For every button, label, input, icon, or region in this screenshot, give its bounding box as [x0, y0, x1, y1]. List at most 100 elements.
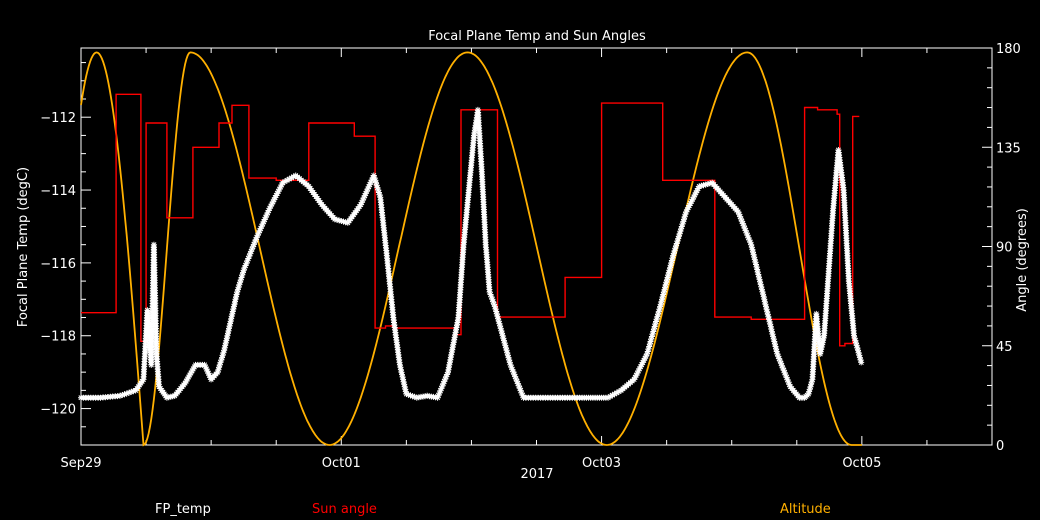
- fp-temp-point: [246, 253, 253, 260]
- fp-temp-point: [117, 392, 123, 399]
- fp-temp-point: [685, 204, 692, 211]
- fp-temp-point: [182, 380, 189, 387]
- fp-temp-point: [409, 393, 416, 400]
- fp-temp-point: [264, 209, 271, 216]
- fp-temp-point: [651, 326, 657, 332]
- fp-temp-point: [670, 252, 677, 259]
- fp-temp-point: [514, 380, 521, 387]
- fp-temp-point: [753, 264, 760, 270]
- y-right-tick-label: 0: [996, 439, 1004, 454]
- fp-temp-point: [775, 353, 782, 360]
- fp-temp-point: [259, 220, 266, 227]
- fp-temp-point: [242, 262, 249, 269]
- fp-temp-point: [655, 311, 662, 318]
- fp-temp-point: [243, 260, 250, 267]
- fp-temp-point: [741, 225, 748, 232]
- fp-temp-point: [183, 378, 190, 385]
- fp-temp-point: [261, 216, 268, 223]
- fp-temp-point: [233, 291, 240, 298]
- fp-temp-point: [691, 191, 698, 198]
- fp-temp-point: [357, 201, 364, 208]
- fp-temp-point: [634, 370, 641, 377]
- fp-temp-point: [399, 371, 405, 378]
- fp-temp-point: [639, 359, 646, 366]
- fp-temp-point: [121, 391, 128, 398]
- fp-temp-point: [857, 357, 864, 363]
- x-tick-label: Oct01: [322, 456, 361, 471]
- fp-temp-point: [751, 256, 758, 263]
- fp-temp-point: [808, 381, 815, 388]
- fp-temp-point: [684, 206, 691, 213]
- fp-temp-point: [661, 286, 668, 293]
- fp-temp-point: [605, 394, 612, 401]
- fp-temp-point: [657, 303, 664, 310]
- fp-temp-point: [272, 194, 279, 201]
- fp-temp-point: [683, 208, 690, 215]
- fp-temp-point: [241, 264, 248, 271]
- fp-temp-point: [290, 173, 297, 180]
- fp-temp-point: [519, 392, 526, 399]
- fp-temp-point: [237, 279, 244, 286]
- fp-temp-point: [781, 369, 788, 376]
- fp-temp-point: [119, 392, 126, 398]
- fp-temp-point: [638, 361, 645, 368]
- fp-temp-point: [236, 281, 243, 288]
- fp-temp-point: [680, 218, 687, 225]
- fp-temp-point: [737, 213, 744, 220]
- fp-temp-point: [367, 179, 374, 186]
- fp-temp-point: [853, 342, 860, 349]
- fp-temp-point: [234, 289, 241, 295]
- fp-temp-point: [770, 336, 777, 342]
- fp-temp-point: [755, 271, 762, 278]
- fp-temp-point: [286, 176, 293, 183]
- fp-temp-point: [679, 221, 686, 227]
- fp-temp-point: [338, 218, 345, 224]
- fp-temp-point: [768, 326, 775, 333]
- fp-temp-point: [509, 366, 516, 373]
- fp-temp-point: [664, 276, 670, 283]
- fp-temp-point: [651, 323, 658, 330]
- fp-temp-point: [702, 181, 709, 188]
- fp-temp-point: [444, 371, 451, 378]
- fp-temp-point: [227, 320, 234, 327]
- fp-temp-point: [646, 341, 653, 347]
- fp-temp-point: [678, 223, 685, 230]
- fp-temp-point: [262, 214, 269, 221]
- fp-temp-point: [669, 255, 676, 261]
- fp-temp-point: [739, 220, 746, 227]
- fp-temp-point: [187, 370, 194, 376]
- fp-temp-point: [762, 301, 769, 308]
- fp-temp-point: [397, 366, 404, 373]
- fp-temp-point: [779, 365, 786, 371]
- fp-temp-point: [757, 278, 764, 285]
- fp-temp-point: [277, 184, 284, 190]
- fp-temp-point: [631, 376, 638, 383]
- fp-temp-point: [667, 264, 674, 271]
- fp-temp-point: [738, 218, 745, 225]
- fp-temp-point: [226, 325, 232, 332]
- fp-temp-point: [766, 318, 773, 325]
- fp-temp-point: [649, 331, 656, 337]
- fp-temp-point: [660, 289, 667, 295]
- fp-temp-point: [342, 219, 349, 226]
- fp-temp-point: [668, 257, 675, 264]
- fp-temp-point: [852, 337, 859, 344]
- altitude-line: [80, 51, 862, 447]
- fp-temp-point: [256, 227, 263, 234]
- y-right-tick-label: 135: [996, 141, 1021, 156]
- fp-temp-point: [855, 349, 862, 356]
- fp-temp-point: [493, 308, 500, 315]
- fp-temp-point: [662, 284, 669, 291]
- fp-temp-point: [401, 383, 408, 390]
- fp-temp-point: [514, 378, 520, 385]
- legend-fp-temp: FP_temp: [155, 502, 211, 517]
- fp-temp-point: [494, 313, 501, 320]
- y-left-tick-label: −114: [40, 184, 76, 199]
- fp-temp-point: [128, 388, 135, 395]
- fp-temp-point: [204, 368, 211, 375]
- fp-temp-point: [222, 342, 229, 349]
- fp-temp-point: [807, 383, 814, 390]
- x-axis-label: 2017: [520, 467, 553, 482]
- fp-temp-point: [738, 215, 744, 222]
- fp-temp-point: [653, 316, 660, 323]
